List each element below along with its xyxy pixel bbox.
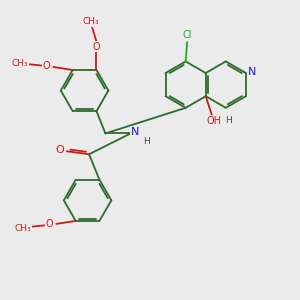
Text: CH₃: CH₃ <box>14 224 31 233</box>
Text: CH₃: CH₃ <box>83 17 100 26</box>
Text: O: O <box>56 145 64 155</box>
Text: H: H <box>226 116 232 125</box>
Text: N: N <box>131 127 139 137</box>
Text: O: O <box>93 42 100 52</box>
Text: O: O <box>46 220 53 230</box>
Text: H: H <box>143 137 149 146</box>
Text: O: O <box>43 61 50 71</box>
Text: OH: OH <box>207 116 222 127</box>
Text: Cl: Cl <box>182 30 192 40</box>
Text: CH₃: CH₃ <box>11 59 28 68</box>
Text: N: N <box>248 67 256 76</box>
